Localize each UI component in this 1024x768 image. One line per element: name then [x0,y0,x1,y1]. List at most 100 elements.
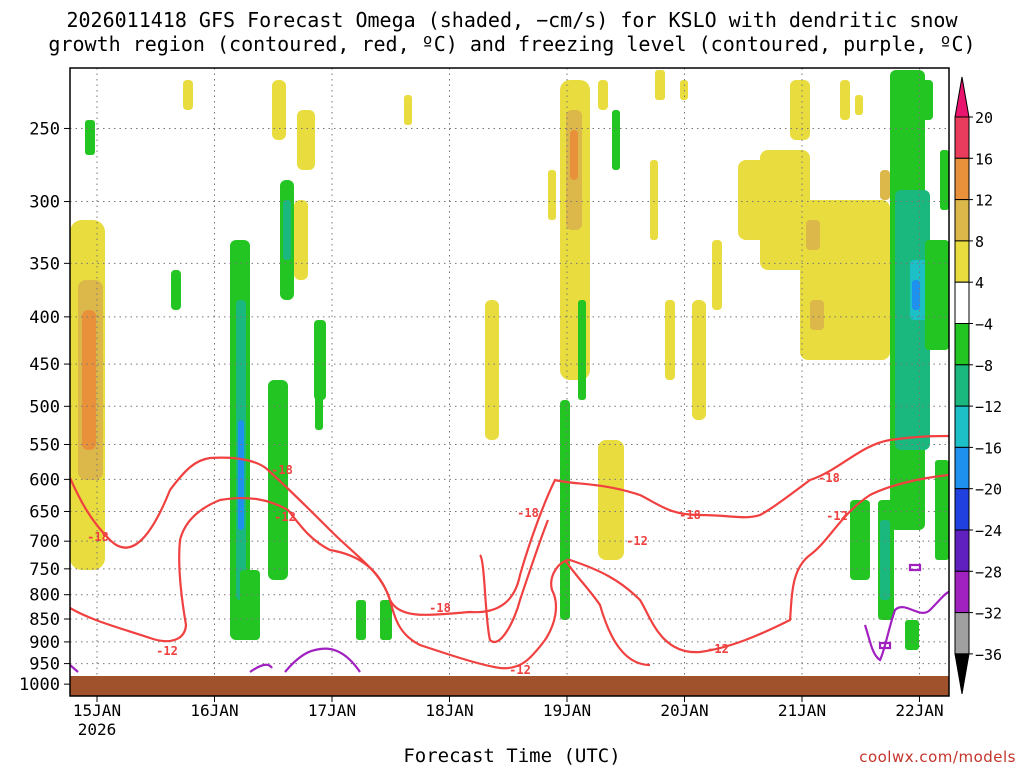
colorbar-label: 8 [975,233,984,251]
colorbar-label: −12 [975,398,1002,416]
omega-patch [171,270,181,310]
omega-patch [880,170,890,200]
surface-terrain [70,676,949,696]
omega-patch [404,95,412,125]
omega-patch [356,600,366,640]
x-tick-label: 17JAN [308,701,356,720]
y-tick-label: 800 [29,586,60,606]
omega-patch [760,150,810,270]
omega-patch [895,190,930,450]
omega-patch [912,280,920,310]
omega-patch [810,300,824,330]
omega-patch [570,130,578,180]
x-axis: 15JAN 16JAN 17JAN 18JAN 19JAN 20JAN 21JAN 22JAN… [73,696,944,739]
y-tick-label: 700 [29,532,60,552]
omega-patch [935,460,949,560]
omega-patch [692,300,706,420]
colorbar-label: 4 [975,274,984,292]
y-tick-label: 950 [29,655,60,675]
x-tick-label: 15JAN [73,701,121,720]
y-tick-label: 250 [29,119,60,139]
y-tick-label: 500 [29,397,60,417]
colorbar-segment [954,281,970,325]
chart-title-line-2: growth region (contoured, red, ºC) and f… [48,32,976,56]
y-tick-label: 450 [29,355,60,375]
colorbar-label: −36 [975,646,1002,664]
omega-patch [315,370,323,430]
x-tick-label: 16JAN [190,701,238,720]
colorbar-bottom-arrow [954,653,970,694]
omega-patch [380,600,392,640]
colorbar-label: −4 [975,316,993,334]
omega-patch [297,110,315,170]
contour-label: -18 [818,471,840,485]
y-tick-label: 600 [29,470,60,490]
omega-patch [82,310,96,450]
colorbar-label: 20 [975,109,993,127]
omega-patch [283,200,291,260]
y-tick-label: 300 [29,193,60,213]
colorbar-segment [954,405,970,448]
omega-patch [272,80,286,140]
x-tick-label: 18JAN [425,701,473,720]
freezing-contour-line [878,641,892,650]
omega-patch [485,300,499,440]
colorbar-segment [954,488,970,531]
x-year-label: 2026 [78,720,117,739]
credit-link[interactable]: coolwx.com/models [859,748,1016,766]
omega-patch [880,520,890,600]
colorbar-label: 16 [975,150,993,168]
omega-patch [85,120,95,155]
y-tick-label: 1000 [19,675,60,695]
omega-patch [806,220,820,250]
omega-patch [578,300,586,400]
omega-patch [840,80,850,120]
omega-patch [712,240,722,310]
colorbar-label: 12 [975,192,993,210]
contour-label: -12 [156,644,178,658]
contour-label: -12 [707,642,729,656]
contour-label: -18 [87,530,109,544]
omega-patch [650,160,658,240]
contour-lines: -18 -12 -18 -12 -18 -12 -18 -12 -18 -12 -18 -12 [70,434,949,677]
colorbar-label: −28 [975,563,1002,581]
contour-label: -12 [626,534,648,548]
y-tick-label: 750 [29,560,60,580]
x-tick-label: 20JAN [660,701,708,720]
colorbar-segment [954,157,970,201]
colorbar-segment [954,364,970,407]
contour-label: -18 [429,601,451,615]
omega-patch [598,440,624,560]
omega-patch [560,400,570,620]
contour-label: -12 [274,510,296,524]
y-tick-label: 850 [29,610,60,630]
omega-patch [850,500,870,580]
colorbar-label: −20 [975,481,1002,499]
colorbar-label: −24 [975,522,1002,540]
ground-layer [70,676,949,696]
chart-title-line-1: 2026011418 GFS Forecast Omega (shaded, −… [66,8,958,32]
omega-patch [240,570,260,640]
colorbar-segment [954,199,970,242]
contour-label: -18 [271,463,293,477]
colorbar-segment [954,529,970,572]
omega-patch [905,620,919,650]
colorbar-segment [954,612,970,655]
omega-patch [925,240,949,350]
x-tick-label: 19JAN [543,701,591,720]
x-axis-title: Forecast Time (UTC) [403,745,621,767]
y-tick-label: 350 [29,254,60,274]
plot-background [70,68,949,696]
omega-patch [908,80,933,120]
freezing-contour-line [70,664,79,673]
omega-patch [294,200,308,280]
colorbar-label: −32 [975,605,1002,623]
colorbar-segment [954,116,970,159]
omega-patch [940,150,949,210]
omega-patch [548,170,556,220]
colorbar: 20 16 12 8 4 −4 −8 −12 −16 −20 −24 −28 −32 −36 [954,76,1002,694]
freezing-contour-line [863,590,949,662]
freezing-contour-line [249,647,361,673]
colorbar-segment [954,570,970,614]
